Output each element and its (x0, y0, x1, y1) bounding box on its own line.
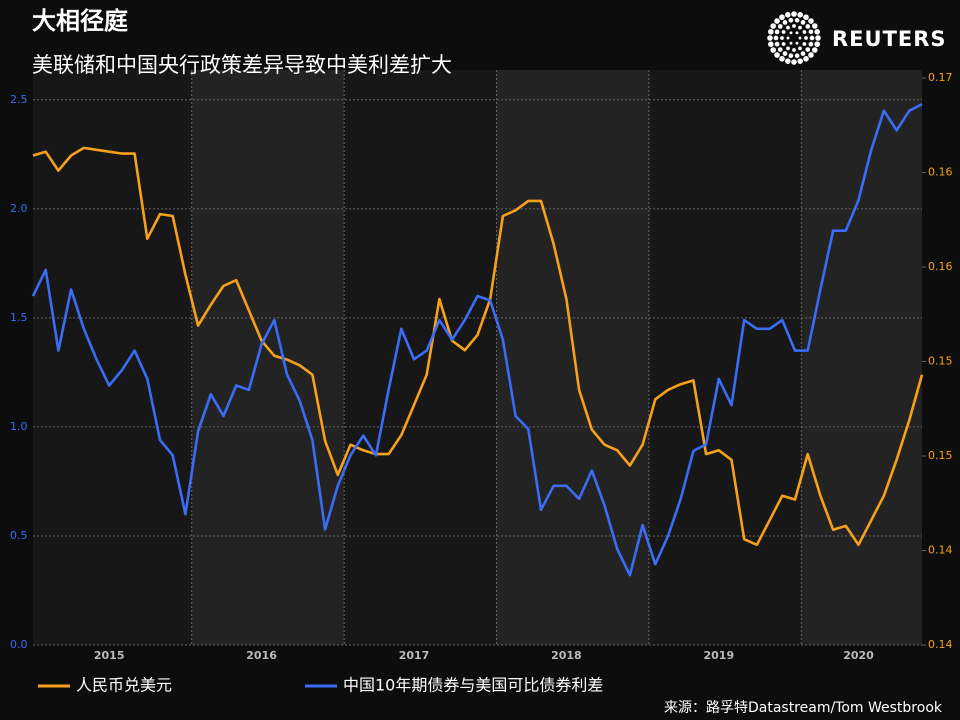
logo-dot (808, 41, 814, 47)
x-tick-label: 2016 (246, 649, 277, 662)
logo-dot (786, 36, 790, 40)
logo-dot (770, 23, 777, 29)
logo-dot (779, 14, 785, 21)
logo-dot (798, 25, 802, 30)
logo-dot (814, 28, 820, 35)
series-line (32, 146, 924, 547)
logo-dot (804, 36, 808, 40)
year-band (648, 70, 802, 645)
y2-tick-label: 0.16 (928, 260, 953, 273)
y2-tick-label: 0.17 (928, 71, 953, 84)
logo-dot (768, 41, 774, 48)
series-line (31, 103, 923, 577)
logo-dot (805, 47, 811, 52)
x-tick-label: 2019 (703, 649, 734, 662)
y-tick-label: 2.0 (10, 202, 28, 215)
y2-tick-label: 0.14 (928, 544, 953, 557)
year-band (33, 70, 192, 645)
logo-dot (784, 12, 791, 18)
y-tick-label: 1.5 (10, 311, 28, 324)
y-tick-label: 2.5 (10, 93, 28, 106)
logo-dot (784, 58, 791, 64)
y-tick-label: 0.0 (10, 638, 28, 651)
logo-dot (797, 12, 804, 18)
logo-dot (782, 51, 788, 56)
logo-dot (814, 41, 820, 48)
logo-dot (798, 46, 802, 51)
y-tick-label: 0.5 (10, 529, 28, 542)
y2-tick-label: 0.16 (928, 166, 953, 179)
logo-dot (815, 35, 821, 41)
logo-dot (788, 17, 794, 23)
logo-dot (770, 47, 777, 53)
y2-tick-label: 0.14 (928, 638, 953, 651)
logo-mark (767, 11, 821, 65)
logo-dot (811, 47, 818, 53)
brand: REUTERS (832, 27, 947, 51)
logo-dot (789, 31, 793, 35)
logo-dot (773, 35, 779, 41)
x-tick-label: 2018 (551, 649, 582, 662)
logo-dot (791, 11, 797, 17)
logo-dot (774, 41, 780, 47)
plot-bands (33, 70, 922, 645)
logo-dot (805, 24, 811, 29)
x-tick-label: 2015 (94, 649, 125, 662)
year-band (801, 70, 922, 645)
logo-dot (791, 59, 797, 65)
logo-dot (786, 25, 790, 30)
logo-dot (803, 14, 809, 21)
year-band (344, 70, 497, 645)
logo-dot (794, 53, 800, 59)
logo-dot (802, 42, 807, 46)
logo-dot (792, 48, 796, 52)
year-band (496, 70, 649, 645)
y-tick-label: 1.0 (10, 420, 28, 433)
logo-dot (768, 28, 774, 35)
logo-dot (795, 31, 799, 35)
logo-dot (781, 30, 786, 34)
logo-dot (774, 18, 780, 24)
logo-dot (795, 41, 799, 45)
logo-dot (803, 55, 809, 62)
logo-dot (788, 53, 794, 59)
chart-subtitle: 美联储和中国央行政策差异导致中美利差扩大 (32, 53, 452, 77)
logo-dot (780, 36, 784, 40)
legend-label: 人民币兑美元 (76, 676, 172, 695)
logo-dot (808, 29, 814, 35)
x-tick-label: 2020 (843, 649, 874, 662)
logo-dot (798, 36, 802, 40)
logo-dot (809, 35, 815, 41)
logo-dot (794, 17, 800, 23)
legend-label: 中国10年期债券与美国可比债券利差 (343, 676, 603, 695)
logo-dot (789, 41, 793, 45)
logo-dot (797, 58, 804, 64)
logo-dot (792, 24, 796, 28)
logo-dot (781, 42, 786, 46)
logo-dot (808, 52, 814, 58)
logo-dot (786, 46, 790, 51)
logo-dot (800, 20, 806, 25)
logo-dot (774, 29, 780, 35)
logo-dot (802, 30, 807, 34)
logo-dot (808, 18, 814, 24)
logo-dot (767, 35, 773, 41)
logo-dot (777, 47, 783, 52)
logo-dot (800, 51, 806, 56)
logo-dot (811, 23, 818, 29)
y2-tick-label: 0.15 (928, 355, 953, 368)
logo-dot (779, 55, 785, 62)
logo-dot (774, 52, 780, 58)
source: 来源：路孚特Datastream/Tom Westbrook (664, 700, 943, 716)
x-tick-label: 2017 (399, 649, 430, 662)
logo-dot (777, 24, 783, 29)
year-band (191, 70, 345, 645)
logo-dot (782, 20, 788, 25)
chart-title: 大相径庭 (32, 7, 128, 35)
y2-tick-label: 0.15 (928, 449, 953, 462)
